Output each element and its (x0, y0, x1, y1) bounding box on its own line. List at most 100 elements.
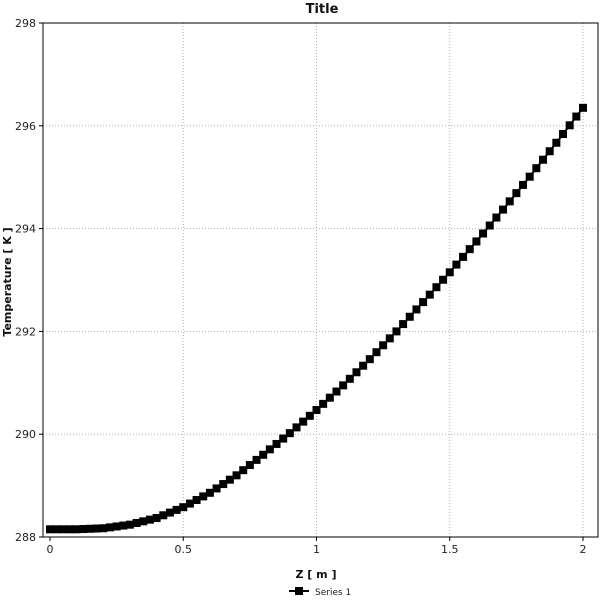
data-point-marker (79, 525, 88, 534)
data-point-marker (279, 434, 288, 443)
y-tick-label: 292 (15, 325, 36, 338)
data-point-marker (205, 488, 214, 497)
y-tick-label: 290 (15, 428, 36, 441)
data-point-marker (565, 121, 574, 130)
data-point-marker (399, 320, 408, 329)
data-point-marker (445, 268, 454, 277)
x-tick-label: 0.5 (175, 543, 193, 556)
data-point-marker (339, 381, 348, 390)
data-point-marker (272, 439, 281, 448)
data-point-marker (125, 520, 134, 529)
data-point-marker (185, 499, 194, 508)
x-tick-label: 1.5 (441, 543, 459, 556)
data-point-marker (265, 445, 274, 454)
data-point-marker (332, 387, 341, 396)
data-point-marker (365, 355, 374, 364)
data-point-marker (499, 205, 508, 214)
chart-title: Title (306, 2, 339, 17)
data-point-marker (139, 517, 148, 526)
data-point-marker (359, 361, 368, 370)
data-point-marker (219, 480, 228, 489)
data-point-marker (539, 155, 548, 164)
data-point-marker (179, 503, 188, 512)
data-point-marker (419, 298, 428, 307)
data-point-marker (452, 260, 461, 269)
x-axis-title: Z [ m ] (296, 568, 337, 581)
plot-area (42, 22, 599, 538)
y-tick-label: 294 (15, 223, 36, 236)
series-1-line (46, 103, 587, 534)
data-point-marker (325, 393, 334, 402)
data-point-marker (92, 524, 101, 533)
data-point-marker (232, 471, 241, 480)
data-point-marker (552, 138, 561, 147)
legend: Series 1 (289, 587, 351, 598)
data-point-marker (159, 511, 168, 520)
data-point-marker (572, 112, 581, 121)
data-point-marker (165, 508, 174, 517)
data-point-marker (432, 283, 441, 292)
data-point-marker (65, 525, 74, 534)
data-point-marker (292, 423, 301, 432)
data-point-marker (152, 513, 161, 522)
data-point-marker (199, 492, 208, 501)
data-point-marker (345, 374, 354, 383)
y-tick-label: 288 (15, 531, 36, 544)
data-point-marker (459, 252, 468, 261)
grid (43, 23, 598, 537)
data-point-marker (212, 484, 221, 493)
y-tick-label: 296 (15, 120, 36, 133)
data-point-marker (99, 524, 108, 533)
data-point-marker (465, 245, 474, 254)
data-point-marker (72, 525, 81, 534)
data-point-marker (372, 348, 381, 357)
data-point-marker (379, 341, 388, 350)
data-point-marker (425, 290, 434, 299)
x-tick-label: 0 (47, 543, 54, 556)
series-line (50, 107, 584, 531)
data-point-marker (52, 525, 61, 534)
y-axis-title: Temperature [ K ] (1, 227, 14, 336)
data-point-marker (285, 429, 294, 438)
data-point-marker (239, 466, 248, 475)
data-point-marker (119, 521, 128, 530)
data-point-marker (132, 518, 141, 527)
data-point-marker (485, 221, 494, 230)
data-point-marker (505, 197, 514, 206)
legend-label-series-1: Series 1 (315, 588, 351, 598)
data-point-marker (85, 524, 94, 533)
axis-ticks: 0 0.5 1 1.5 2 288 290 292 294 296 298 (15, 17, 587, 556)
data-point-marker (532, 164, 541, 173)
data-point-marker (352, 368, 361, 377)
data-point-marker (105, 523, 114, 532)
data-point-marker (392, 327, 401, 336)
data-point-marker (299, 417, 308, 426)
data-point-marker (192, 495, 201, 504)
data-point-marker (59, 525, 68, 534)
data-point-marker (252, 455, 261, 464)
y-tick-label: 298 (15, 17, 36, 30)
data-point-marker (492, 213, 501, 222)
data-point-marker (579, 103, 587, 112)
data-point-marker (112, 522, 121, 531)
data-point-marker (519, 180, 528, 189)
data-point-marker (319, 399, 328, 408)
data-point-marker (412, 305, 421, 314)
data-point-marker (385, 334, 394, 343)
data-point-marker (512, 189, 521, 198)
data-point-marker (559, 130, 568, 139)
data-point-marker (525, 172, 534, 181)
data-point-marker (305, 411, 314, 420)
legend-marker (295, 587, 303, 595)
data-point-marker (545, 147, 554, 156)
data-point-marker (259, 450, 268, 459)
x-tick-label: 1 (313, 543, 320, 556)
data-point-marker (479, 229, 488, 238)
data-point-marker (439, 275, 448, 284)
data-point-marker (172, 505, 181, 514)
data-point-marker (312, 406, 321, 415)
data-point-marker (46, 525, 54, 534)
data-point-marker (225, 475, 234, 484)
data-point-marker (145, 515, 154, 524)
